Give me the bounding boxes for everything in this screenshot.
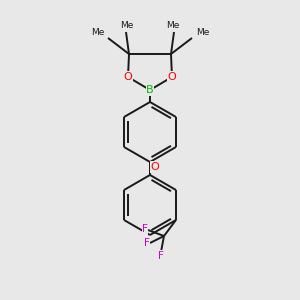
Text: O: O [124,72,132,82]
Text: F: F [142,224,148,234]
Text: Me: Me [196,28,209,37]
Text: O: O [168,72,176,82]
Text: Me: Me [91,28,104,37]
Text: F: F [144,238,150,248]
Text: Me: Me [166,21,180,30]
Text: F: F [158,251,164,261]
Text: Me: Me [120,21,134,30]
Text: O: O [151,162,159,172]
Text: B: B [146,85,154,95]
